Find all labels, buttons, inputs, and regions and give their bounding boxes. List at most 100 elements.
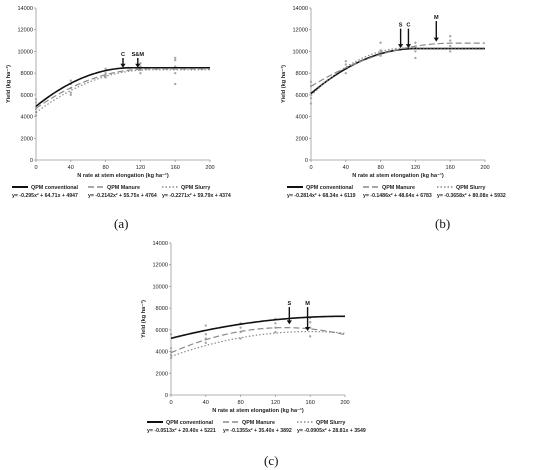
y-tick-label: 12000 [152,263,168,269]
y-tick-label: 12000 [292,28,308,34]
optimum-label: C [406,23,410,29]
optimum-arrow-head [120,63,126,68]
y-tick-label: 10000 [292,49,308,55]
optimum-label: M [305,301,310,307]
data-point [174,82,177,86]
data-point [174,71,177,75]
series-line-1 [310,42,485,87]
data-point [34,101,38,104]
optimum-arrow-head [398,44,404,49]
data-point [449,44,452,48]
optimum-label: M [434,15,439,21]
legend-equation: y= -0.3658x² + 80.08x + 5932 [437,193,506,199]
x-tick-label: 40 [203,400,209,406]
y-tick-label: 2000 [21,136,33,142]
data-point [169,333,173,336]
y-tick-label: 14000 [292,6,308,12]
legend-equation: y= -0.0905x² + 28.81x + 3549 [297,428,366,434]
data-point [274,330,277,334]
data-point [449,39,452,42]
x-tick-label: 160 [171,165,180,171]
legend-equation: y= -0.1355x² + 35.40x + 3892 [223,428,292,434]
data-point [34,98,38,101]
y-tick-label: 10000 [152,284,168,290]
data-point [204,324,207,327]
y-tick-label: 6000 [156,328,168,334]
x-tick-label: 80 [102,165,108,171]
data-point [414,50,417,53]
optimum-label: S [399,23,403,29]
x-tick-label: 40 [68,165,74,171]
y-tick-label: 4000 [156,350,168,356]
y-axis-title: Yield (kg ha⁻¹) [140,300,147,338]
y-tick-label: 6000 [21,93,33,99]
data-point [379,41,382,44]
panel-label-b: (b) [435,216,451,231]
data-point [414,56,417,60]
y-tick-label: 14000 [17,6,33,12]
legend-label: QPM Manure [382,185,415,191]
y-tick-label: 2000 [156,371,168,377]
x-tick-label: 160 [446,165,455,171]
data-point [69,79,73,82]
legend-equation: y= -0.1486x² + 48.64x + 6783 [363,193,432,199]
data-point [139,71,142,75]
y-tick-label: 6000 [296,93,308,99]
x-tick-label: 80 [377,165,383,171]
x-axis-title: N rate at stem elongation (kg ha⁻¹) [352,172,444,179]
data-point [69,93,73,97]
data-point [34,114,38,117]
data-point [414,41,417,44]
data-point [309,102,313,105]
series-line-2 [170,330,346,358]
y-tick-label: 4000 [21,115,33,121]
data-point [344,71,347,75]
x-tick-label: 200 [205,165,214,171]
y-tick-label: 0 [30,158,33,164]
y-tick-label: 14000 [152,241,168,247]
legend-label: QPM conventional [31,185,79,191]
optimum-arrow-head [433,37,439,42]
data-point [104,71,107,75]
chart-panel-c: 0 2000 4000 6000 8000 10000 12000 14000 0 40 80 120… [140,241,366,434]
data-point [344,63,347,66]
x-tick-label: 0 [169,400,172,406]
y-tick-label: 4000 [296,115,308,121]
y-tick-label: 10000 [17,49,33,55]
chart-area: 0 2000 4000 6000 8000 10000 12000 14000 0 40 80 120… [5,6,231,199]
data-point [274,322,277,325]
y-tick-label: 0 [305,158,308,164]
data-point [169,353,173,357]
legend-label: QPM Manure [107,185,140,191]
legend-label: QPM Slurry [456,185,485,191]
series-line-0 [35,66,210,107]
x-tick-label: 120 [271,400,280,406]
optimum-arrow-head [304,326,311,331]
panel-label-a: (a) [114,216,129,231]
chart-area: 0 2000 4000 6000 8000 10000 12000 14000 0 40 80 120… [140,241,366,434]
data-point [169,356,173,360]
chart-area: 0 2000 4000 6000 8000 10000 12000 14000 0 40 80 120… [280,6,506,199]
series-line-1 [170,327,346,354]
legend-label: QPM Slurry [316,420,345,426]
legend-equation: y= -0.0513x² + 20.40x + 5221 [147,428,216,434]
optimum-label: S [287,301,291,307]
x-axis-title: N rate at stem elongation (kg ha⁻¹) [212,407,304,414]
series-line-2 [35,69,210,113]
data-point [449,35,452,38]
x-tick-label: 0 [309,165,312,171]
data-point [309,335,312,338]
x-axis-title: N rate at stem elongation (kg ha⁻¹) [77,172,169,179]
data-point [309,321,312,324]
x-tick-label: 160 [306,400,315,406]
data-point [344,60,347,63]
x-tick-label: 0 [34,165,37,171]
x-tick-label: 200 [340,400,349,406]
legend-equation: y= -0.2142x² + 55.75x + 4764 [88,193,157,199]
data-point [174,58,177,62]
y-tick-label: 2000 [296,136,308,142]
legend-label: QPM Slurry [181,185,210,191]
x-tick-label: 40 [343,165,349,171]
x-tick-label: 120 [136,165,145,171]
y-tick-label: 0 [165,393,168,399]
